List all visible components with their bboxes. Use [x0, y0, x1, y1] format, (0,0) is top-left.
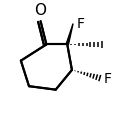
- Text: O: O: [34, 3, 46, 18]
- Polygon shape: [66, 24, 72, 45]
- Text: F: F: [102, 72, 110, 86]
- Text: F: F: [76, 17, 84, 30]
